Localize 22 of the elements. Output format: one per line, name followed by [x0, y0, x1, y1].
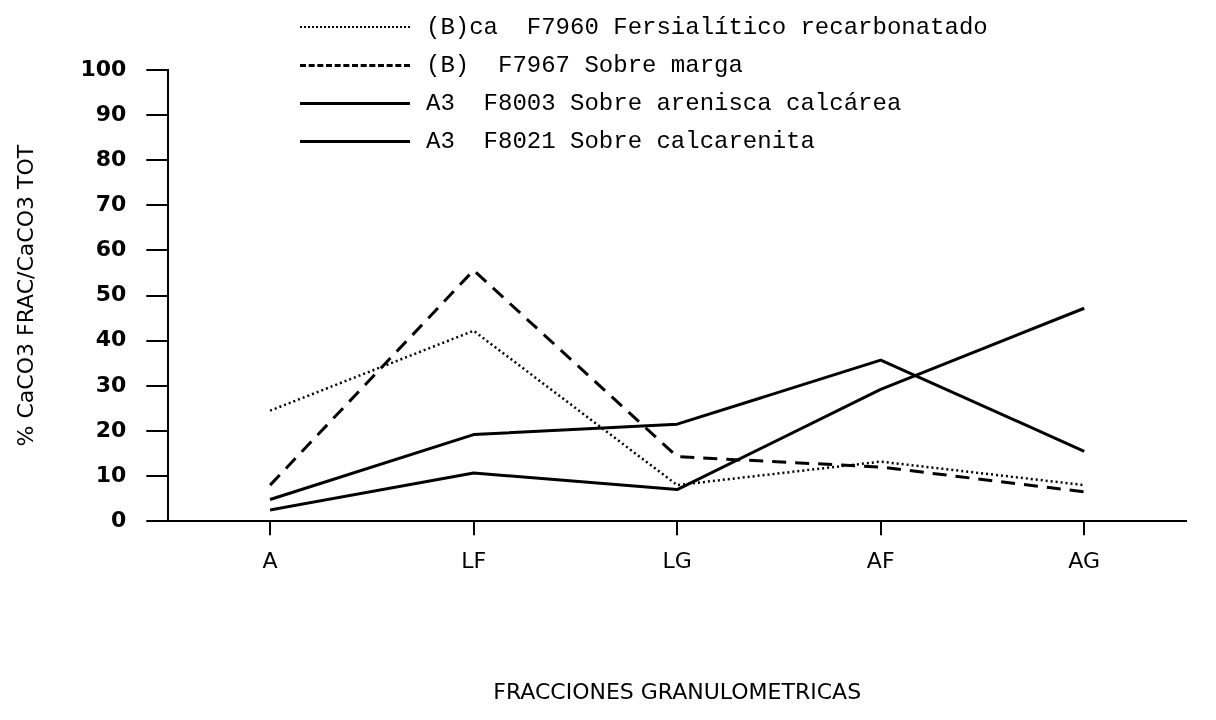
- y-tick-label: 50: [95, 281, 127, 307]
- x-tick-label: A: [262, 548, 278, 574]
- legend-label: (B) F7967 Sobre marga: [426, 51, 743, 79]
- y-tick-label: 0: [111, 506, 127, 532]
- legend-label: A3 F8021 Sobre calcarenita: [426, 127, 815, 155]
- legend-label: (B)ca F7960 Fersialítico recarbonatado: [426, 13, 988, 41]
- y-tick-label: 100: [80, 55, 127, 81]
- legend-label: A3 F8003 Sobre arenisca calcárea: [426, 89, 902, 117]
- y-tick-label: 40: [95, 326, 127, 352]
- y-tick-label: 90: [95, 100, 127, 126]
- y-tick-label: 30: [95, 371, 127, 397]
- y-tick-label: 70: [95, 191, 127, 217]
- x-tick-label: LG: [662, 548, 692, 574]
- x-tick-label: LF: [461, 548, 487, 574]
- x-tick-label: AG: [1068, 548, 1101, 574]
- y-tick-label: 80: [95, 145, 127, 171]
- y-axis-title: % CaCO3 FRAC/CaCO3 TOT: [12, 144, 38, 447]
- y-tick-label: 20: [95, 416, 127, 442]
- x-tick-label: AF: [866, 548, 895, 574]
- y-tick-label: 60: [95, 236, 127, 262]
- x-axis-title: FRACCIONES GRANULOMETRICAS: [493, 678, 862, 704]
- y-tick-label: 10: [95, 461, 127, 487]
